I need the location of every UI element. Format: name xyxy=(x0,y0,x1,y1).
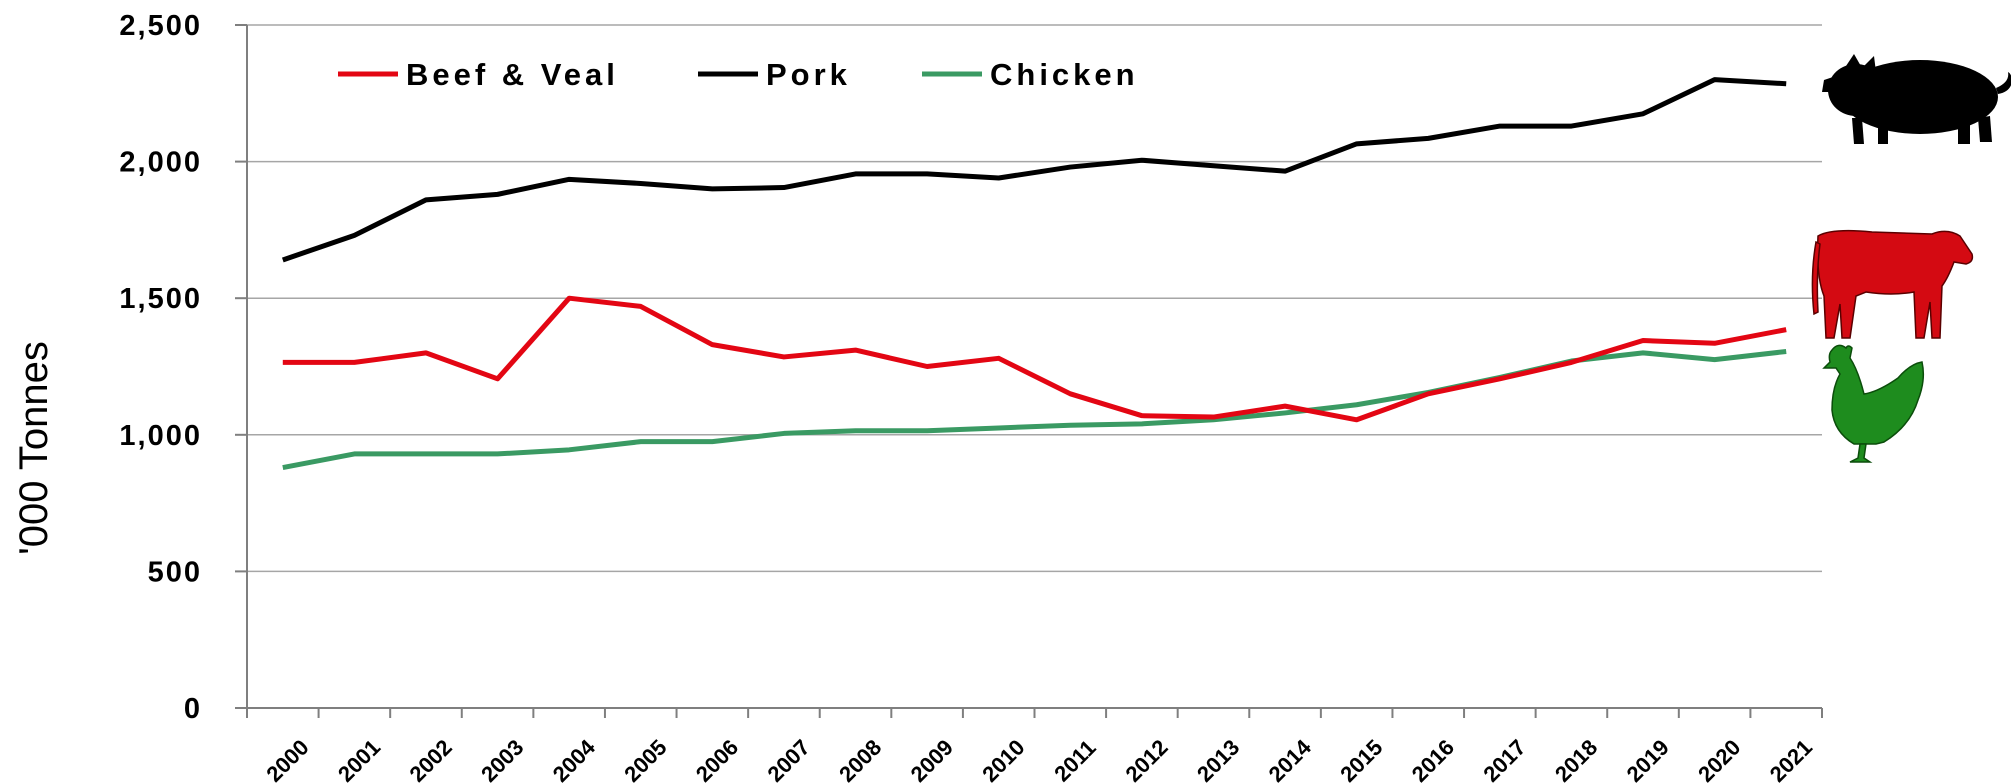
x-tick-label: 2007 xyxy=(762,735,814,783)
legend-label: Beef & Veal xyxy=(406,57,619,92)
cow-icon xyxy=(1811,229,1974,339)
x-tick-label: 2011 xyxy=(1049,735,1100,783)
x-tick-label: 2021 xyxy=(1765,735,1817,783)
x-tick-label: 2018 xyxy=(1550,735,1602,783)
series-lines xyxy=(281,77,1787,471)
chicken-icon xyxy=(1822,344,1925,463)
y-tick-label: 1,500 xyxy=(119,283,202,315)
legend: Beef & Veal Pork Chicken xyxy=(338,57,1139,92)
x-tick-label: 2000 xyxy=(261,735,313,783)
y-tick-label: 2,000 xyxy=(119,147,202,179)
x-tick-label: 2008 xyxy=(834,735,886,783)
x-tick-label: 2012 xyxy=(1120,735,1172,783)
x-tick-label: 2016 xyxy=(1407,735,1459,783)
x-tick-label: 2004 xyxy=(548,734,601,783)
x-tick-label: 2017 xyxy=(1478,735,1530,783)
pig-icon xyxy=(1822,54,2011,144)
y-tick-label: 0 xyxy=(184,693,202,725)
y-tick-label: 1,000 xyxy=(119,420,202,452)
series-line-pork xyxy=(281,77,1787,263)
legend-label: Pork xyxy=(766,57,851,92)
x-tick-label: 2002 xyxy=(405,735,457,783)
gridlines xyxy=(247,24,1822,573)
axes xyxy=(235,24,1823,718)
legend-label: Chicken xyxy=(990,57,1139,92)
x-tick-label: 2019 xyxy=(1622,735,1674,783)
x-tick-label: 2020 xyxy=(1693,735,1745,783)
x-tick-label: 2013 xyxy=(1192,735,1244,783)
y-tick-label: 500 xyxy=(148,556,202,588)
y-axis-title: '000 Tonnes xyxy=(12,341,56,555)
x-tick-label: 2005 xyxy=(619,735,671,783)
x-tick-label: 2010 xyxy=(977,735,1029,783)
x-tick-label: 2009 xyxy=(906,735,958,783)
x-tick-label: 2014 xyxy=(1264,734,1317,783)
x-tick-label: 2006 xyxy=(691,735,743,783)
y-tick-labels: 0 500 1,000 1,500 2,000 2,500 xyxy=(119,10,202,725)
x-tick-labels: 2000 2001 2002 2003 2004 2005 2006 2007 2008 2009… xyxy=(261,734,1817,783)
y-tick-label: 2,500 xyxy=(119,10,202,42)
x-tick-label: 2015 xyxy=(1335,735,1387,783)
series-line-beef-veal xyxy=(282,295,1787,423)
x-tick-label: 2001 xyxy=(333,735,385,783)
x-tick-label: 2003 xyxy=(476,735,528,783)
